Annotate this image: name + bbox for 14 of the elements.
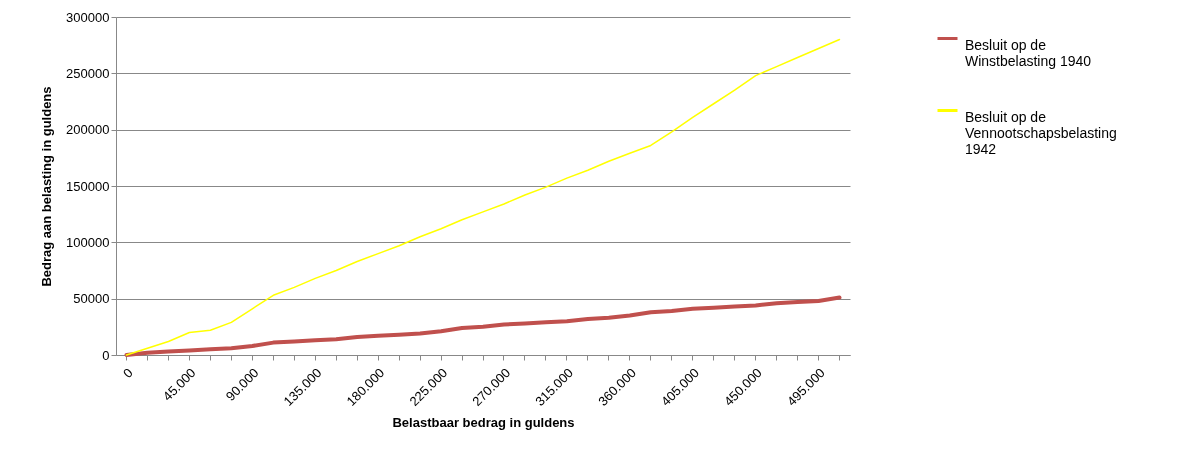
line-series [124, 295, 842, 357]
legend-label: Besluit op de Vennootschapsbelasting 1942 [965, 108, 1117, 157]
line-series [125, 38, 841, 356]
y-axis-title: Bedrag aan belasting in guldens [39, 86, 55, 287]
y-tick-label: 50000 [73, 291, 110, 307]
y-tick-label: 250000 [66, 65, 110, 81]
x-axis-title: Belastbaar bedrag in guldens [392, 414, 575, 430]
legend-label: Besluit op de Winstbelasting 1940 [965, 36, 1092, 69]
y-tick-label: 150000 [66, 178, 110, 194]
y-tick-label: 300000 [66, 9, 110, 25]
y-tick-label: 100000 [66, 234, 110, 250]
x-tick-label: 0 [119, 365, 136, 381]
y-tick-label: 200000 [66, 122, 110, 138]
y-tick-label: 0 [102, 347, 110, 363]
